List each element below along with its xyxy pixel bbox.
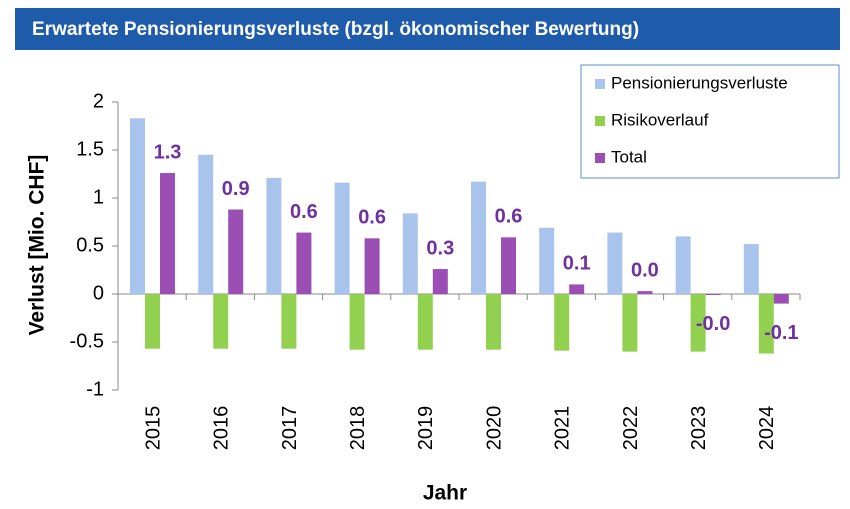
bar: [637, 291, 653, 294]
bar: [145, 294, 160, 349]
y-tick-label: 0.5: [76, 234, 104, 256]
bar: [296, 232, 312, 294]
chart-title: Erwartete Pensionierungsverluste (bzgl. …: [32, 19, 639, 40]
y-tick-label: 1: [93, 186, 104, 208]
value-label: 1.3: [154, 141, 182, 163]
bar: [213, 294, 229, 349]
bar: [198, 154, 214, 294]
bar: [569, 284, 585, 294]
value-label: 0.3: [426, 237, 454, 259]
bar: [622, 294, 638, 352]
value-label: 0.6: [290, 201, 318, 223]
bar: [266, 177, 282, 294]
x-tick-label: 2023: [688, 406, 710, 451]
bar: [471, 181, 486, 294]
bar: [539, 227, 555, 294]
bar: [432, 269, 448, 294]
x-tick-label: 2017: [279, 406, 301, 451]
bar: [554, 294, 570, 351]
bar: [675, 236, 691, 294]
value-label: 0.6: [358, 207, 386, 229]
bar: [281, 294, 297, 349]
bar: [773, 294, 789, 304]
y-tick-label: 2: [93, 90, 104, 112]
bar: [364, 238, 380, 294]
bar: [501, 237, 516, 294]
x-tick-label: 2022: [620, 406, 642, 451]
title-bar: [15, 8, 840, 50]
y-tick-label: 1.5: [76, 138, 104, 160]
legend-swatch: [595, 153, 605, 163]
bar: [743, 244, 759, 294]
legend-label: Total: [611, 147, 647, 166]
bar: [402, 213, 418, 294]
bar: [690, 294, 706, 352]
legend-box: [580, 64, 840, 179]
x-tick-label: 2016: [211, 406, 233, 451]
bar: [705, 294, 721, 295]
bar: [349, 294, 365, 350]
value-label: 0.1: [563, 253, 591, 275]
y-tick-label: 0: [93, 282, 104, 304]
bar: [228, 209, 244, 294]
y-tick-label: -1: [86, 378, 104, 400]
x-tick-label: 2015: [142, 406, 164, 451]
value-label: -0.0: [696, 313, 730, 335]
legend-label: Pensionierungsverluste: [611, 73, 788, 92]
x-tick-label: 2018: [347, 406, 369, 451]
x-axis-label: Jahr: [423, 482, 467, 505]
value-label: 0.0: [631, 259, 659, 281]
value-label: -0.1: [764, 322, 798, 344]
bar: [130, 118, 145, 294]
legend-swatch: [595, 116, 605, 126]
bar: [334, 182, 350, 294]
bar: [160, 173, 175, 294]
x-tick-label: 2019: [415, 406, 437, 451]
bar: [607, 232, 623, 294]
x-tick-label: 2021: [552, 406, 574, 451]
y-axis-label: Verlust [Mio. CHF]: [26, 155, 49, 336]
legend-swatch: [595, 79, 605, 89]
x-tick-label: 2024: [756, 406, 778, 451]
legend-label: Risikoverlauf: [611, 110, 709, 129]
x-tick-label: 2020: [483, 406, 505, 451]
value-label: 0.6: [495, 206, 523, 228]
bar: [486, 294, 501, 350]
bar: [417, 294, 433, 350]
bar: [758, 294, 774, 354]
y-tick-label: -0.5: [70, 330, 104, 352]
value-label: 0.9: [222, 178, 250, 200]
